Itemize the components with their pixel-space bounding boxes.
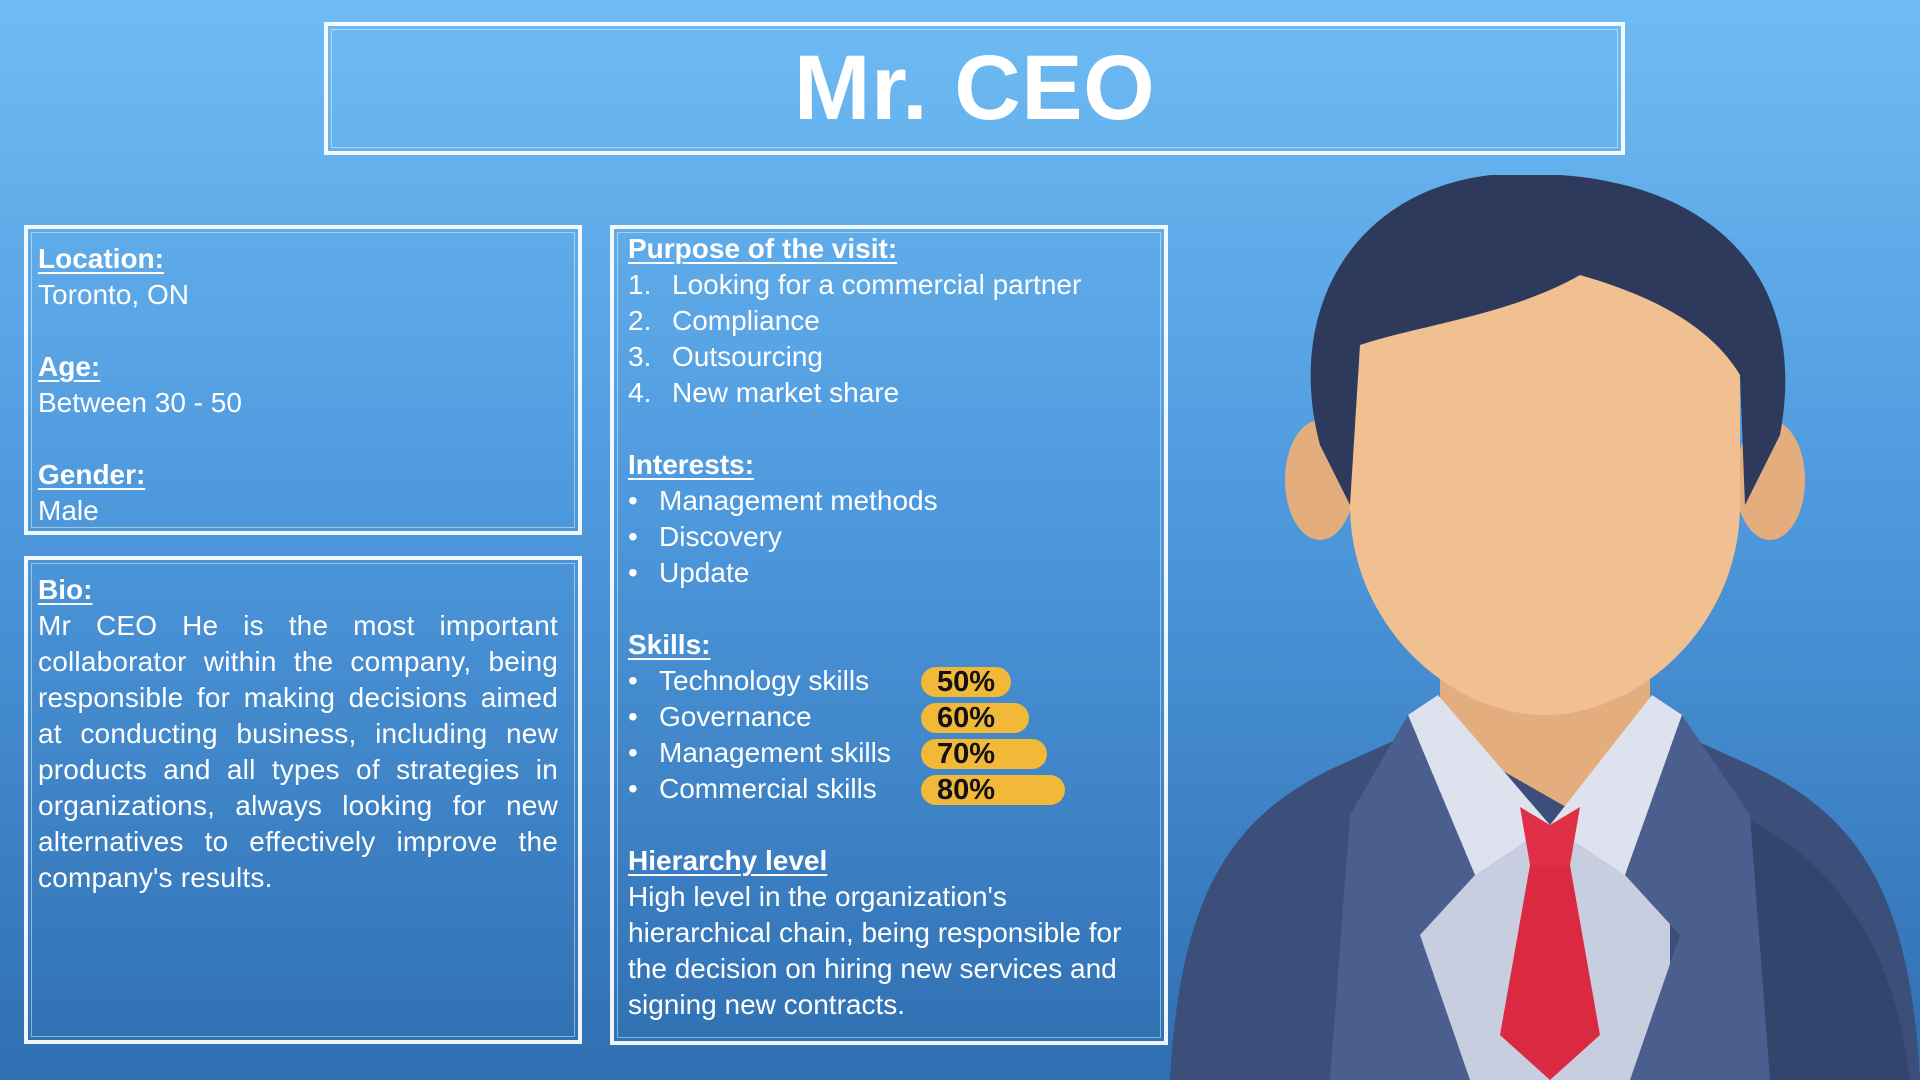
skill-track: 70% <box>921 737 1101 770</box>
skill-name: Technology skills <box>659 665 870 696</box>
purpose-item: 3. Outsourcing <box>628 339 1144 375</box>
purpose-list: 1. Looking for a commercial partner 2. Com… <box>628 267 1144 411</box>
purpose-item-text: Looking for a commercial partner <box>672 269 1082 300</box>
hierarchy-text: High level in the organization's hierarc… <box>628 881 1122 1020</box>
interests-label: Interests: <box>628 449 755 480</box>
interest-item-text: Discovery <box>659 521 782 552</box>
skill-track: 50% <box>921 665 1101 698</box>
details-card: Purpose of the visit: 1. Looking for a co… <box>610 225 1168 1045</box>
list-number: 4. <box>628 377 652 408</box>
right-lapel <box>1625 715 1770 1080</box>
bullet-icon: • <box>628 557 638 588</box>
purpose-label: Purpose of the visit: <box>628 233 898 264</box>
right-collar <box>1550 695 1682 875</box>
info-card: Location: Toronto, ON Age: Between 30 - … <box>24 225 582 535</box>
info-content: Location: Toronto, ON Age: Between 30 - … <box>38 241 558 529</box>
skills-label: Skills: <box>628 629 711 660</box>
interest-item: • Discovery <box>628 519 1144 555</box>
purpose-item-text: Compliance <box>672 305 820 336</box>
bio-text: Mr CEO He is the most important collabor… <box>38 610 558 893</box>
skill-level-bar: 60% <box>921 703 1029 734</box>
list-number: 2. <box>628 305 652 336</box>
skill-track: 80% <box>921 773 1101 806</box>
tie-blade <box>1500 865 1600 1080</box>
interests-list: • Management methods • Discovery • Update <box>628 483 1144 591</box>
location-label: Location: <box>38 243 164 274</box>
skills-list: • Technology skills 50% • Governance 60%… <box>628 663 1144 807</box>
skill-row: • Commercial skills 80% <box>628 771 1144 807</box>
bullet-icon: • <box>628 737 638 768</box>
skill-name: Management skills <box>659 737 891 768</box>
skill-level-bar: 70% <box>921 739 1047 770</box>
location-value: Toronto, ON <box>38 279 189 310</box>
face-shape <box>1350 260 1740 715</box>
purpose-item-text: Outsourcing <box>672 341 823 372</box>
skill-name: Commercial skills <box>659 773 877 804</box>
bullet-icon: • <box>628 701 638 732</box>
skill-track: 60% <box>921 701 1101 734</box>
page-title: Mr. CEO <box>793 37 1156 139</box>
skill-row: • Technology skills 50% <box>628 663 1144 699</box>
hierarchy-label: Hierarchy level <box>628 845 828 876</box>
age-value: Between 30 - 50 <box>38 387 242 418</box>
list-number: 1. <box>628 269 652 300</box>
purpose-item-text: New market share <box>672 377 900 408</box>
skill-name: Governance <box>659 701 812 732</box>
purpose-item: 2. Compliance <box>628 303 1144 339</box>
bullet-icon: • <box>628 521 638 552</box>
skill-level-bar: 80% <box>921 775 1065 806</box>
title-frame: Mr. CEO <box>324 22 1625 155</box>
interest-item-text: Update <box>659 557 750 588</box>
bullet-icon: • <box>628 665 638 696</box>
gender-label: Gender: <box>38 459 146 490</box>
skill-row: • Management skills 70% <box>628 735 1144 771</box>
bio-label: Bio: <box>38 574 93 605</box>
age-label: Age: <box>38 351 101 382</box>
bullet-icon: • <box>628 773 638 804</box>
businessman-avatar-icon <box>1170 175 1920 1080</box>
gender-value: Male <box>38 495 99 526</box>
left-collar <box>1408 695 1550 875</box>
tie-knot <box>1520 807 1580 865</box>
interest-item: • Management methods <box>628 483 1144 519</box>
purpose-item: 4. New market share <box>628 375 1144 411</box>
bio-card: Bio: Mr CEO He is the most important col… <box>24 556 582 1044</box>
bullet-icon: • <box>628 485 638 516</box>
left-lapel <box>1330 715 1475 1080</box>
interest-item: • Update <box>628 555 1144 591</box>
purpose-item: 1. Looking for a commercial partner <box>628 267 1144 303</box>
hair-shape <box>1310 175 1786 505</box>
skill-level-bar: 50% <box>921 667 1011 698</box>
details-content: Purpose of the visit: 1. Looking for a co… <box>628 231 1144 1023</box>
list-number: 3. <box>628 341 652 372</box>
skill-row: • Governance 60% <box>628 699 1144 735</box>
bio-content: Bio: Mr CEO He is the most important col… <box>38 572 558 896</box>
interest-item-text: Management methods <box>659 485 938 516</box>
